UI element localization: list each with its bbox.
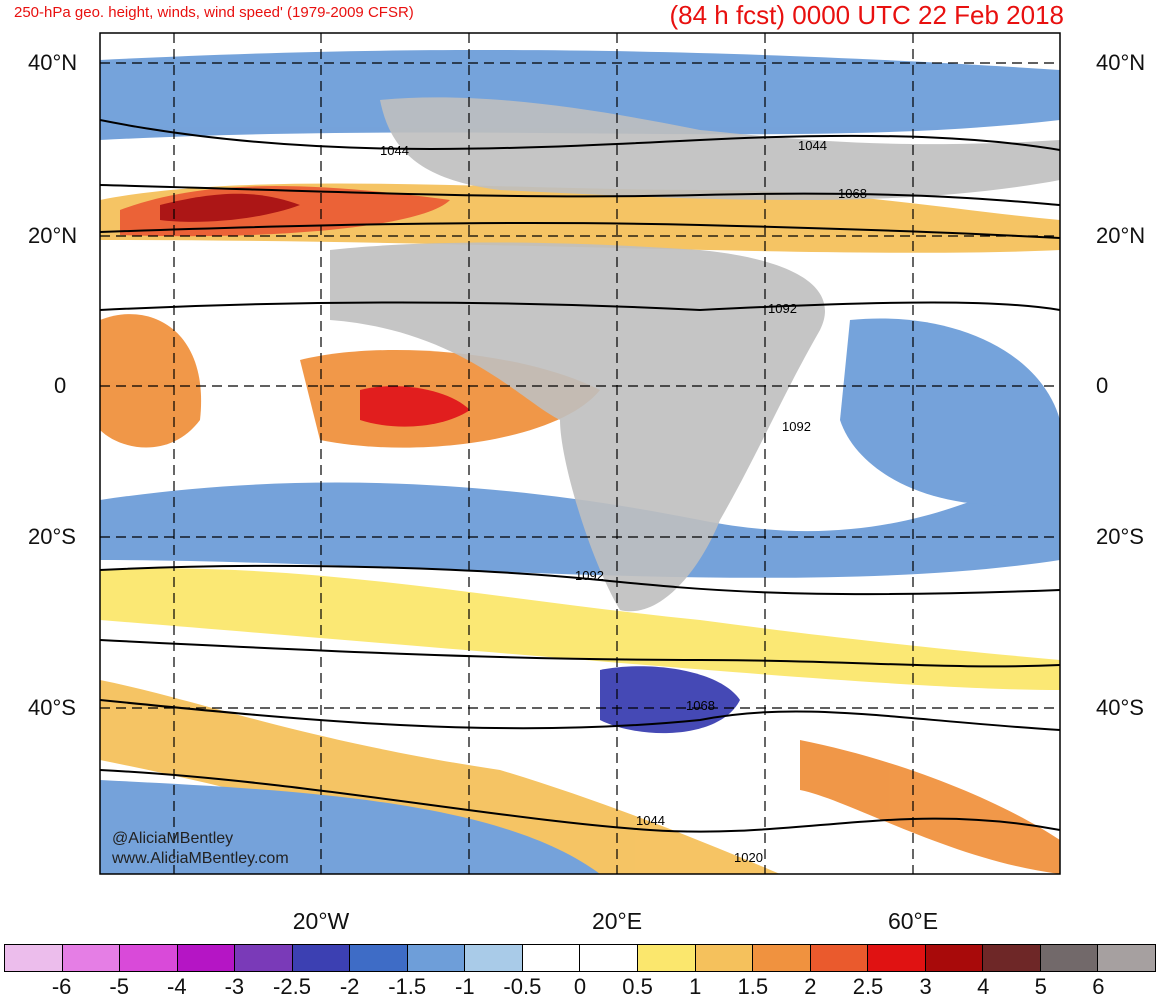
contour-labels: 1044 1044 1068 1092 1092 1092 1068 1044 … <box>380 138 867 865</box>
colorbar-label: -0.5 <box>503 974 542 999</box>
colorbar-swatch <box>465 945 523 971</box>
colorbar-swatch <box>5 945 63 971</box>
lat-label-40n-right: 40°N <box>1096 50 1146 75</box>
contour-label: 1044 <box>798 138 827 153</box>
contour-label: 1068 <box>838 186 867 201</box>
colorbar-swatch <box>810 945 869 971</box>
colorbar-swatch <box>1098 945 1155 971</box>
colorbar-label: 1 <box>689 974 702 999</box>
colorbar-swatch <box>292 945 351 971</box>
colorbar-label: 2 <box>804 974 817 999</box>
colorbar-labels: -6 -5 -4 -3 -2.5 -2 -1.5 -1 -0.5 0 0.5 1 1.5 2 2.5 3 4 5 6 <box>0 974 1160 999</box>
colorbar-swatch <box>983 945 1041 971</box>
colorbar-swatch <box>407 945 466 971</box>
colorbar-swatch <box>695 945 754 971</box>
colorbar-swatch <box>638 945 696 971</box>
colorbar-label: -1 <box>455 974 475 999</box>
lat-label-20n-right: 20°N <box>1096 223 1146 248</box>
contour-label: 1092 <box>782 419 811 434</box>
colorbar-swatch <box>522 945 581 971</box>
colorbar-swatch <box>120 945 178 971</box>
lat-label-20s-left: 20°S <box>28 524 76 549</box>
map-title-right: (84 h fcst) 0000 UTC 22 Feb 2018 <box>669 0 1064 30</box>
colorbar-label: -1.5 <box>388 974 427 999</box>
contour-label: 1092 <box>768 301 797 316</box>
lat-label-eq-right: 0 <box>1096 373 1109 398</box>
colorbar-swatch <box>925 945 984 971</box>
lon-label-20w: 20°W <box>292 908 350 934</box>
colorbar-swatch <box>350 945 408 971</box>
colorbar-swatch <box>235 945 293 971</box>
map-title-left: 250-hPa geo. height, winds, wind speed' … <box>14 4 414 21</box>
colorbar-label: 2.5 <box>852 974 884 999</box>
colorbar-label: 6 <box>1092 974 1105 999</box>
lat-label-20n-left: 20°N <box>28 223 78 248</box>
contour-label: 1044 <box>380 143 409 158</box>
colorbar-label: -2 <box>339 974 360 999</box>
land-areas <box>330 97 1060 612</box>
colorbar-label: -3 <box>224 974 245 999</box>
colorbar-label: -5 <box>109 974 129 999</box>
colorbar-label: 3 <box>919 974 932 999</box>
colorbar-label: 1.5 <box>737 974 769 999</box>
graticule <box>100 33 1060 874</box>
colorbar-swatch <box>1040 945 1099 971</box>
lat-label-eq-left: 0 <box>54 373 67 398</box>
geopotential-height-contours <box>100 119 1060 833</box>
colorbar-swatch <box>753 945 811 971</box>
contour-label: 1020 <box>734 850 763 865</box>
colorbar-label: -2.5 <box>273 974 311 999</box>
colorbar-swatch <box>177 945 236 971</box>
credit-website: www.AliciaMBentley.com <box>112 850 289 867</box>
colorbar <box>4 944 1156 972</box>
colorbar-label: 5 <box>1034 974 1047 999</box>
contour-label: 1092 <box>575 568 604 583</box>
lon-label-20e: 20°E <box>591 908 643 934</box>
colorbar-label: -4 <box>167 974 187 999</box>
colorbar-swatch <box>868 945 926 971</box>
lat-label-40n-left: 40°N <box>28 50 78 75</box>
contour-label: 1044 <box>636 813 665 828</box>
credit-handle: @AliciaMBentley <box>112 830 234 847</box>
lon-label-60e: 60°E <box>887 908 939 934</box>
lat-label-40s-left: 40°S <box>28 695 76 720</box>
colorbar-label: 0 <box>573 974 587 999</box>
colorbar-label: -6 <box>51 974 72 999</box>
contour-label: 1068 <box>686 698 715 713</box>
colorbar-label: 0.5 <box>622 974 653 999</box>
colorbar-label: 4 <box>977 974 990 999</box>
lat-label-20s-right: 20°S <box>1096 524 1144 549</box>
lat-label-40s-right: 40°S <box>1096 695 1144 720</box>
colorbar-swatch <box>62 945 121 971</box>
colorbar-swatch <box>580 945 639 971</box>
